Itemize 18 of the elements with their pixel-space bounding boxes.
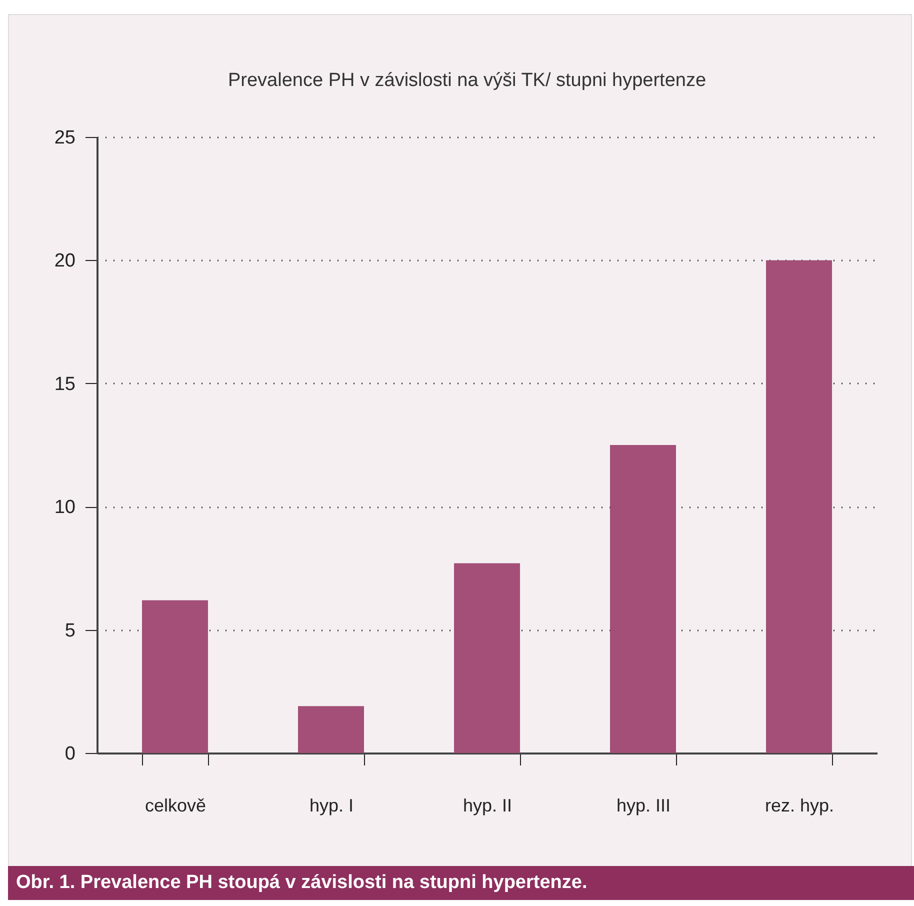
y-tick-label: 15 bbox=[54, 374, 76, 395]
y-tick-label: 10 bbox=[54, 497, 76, 518]
y-tick-label: 0 bbox=[64, 744, 76, 764]
y-tick-label: 25 bbox=[54, 128, 76, 148]
y-tick-label: 5 bbox=[64, 620, 76, 642]
y-tick-label: 20 bbox=[54, 250, 76, 272]
text: Obr. 1. Prevalence PH stoupá v závislosti na stupni hypertenze. bbox=[8, 866, 914, 900]
x-tick-label: celkově bbox=[144, 796, 206, 816]
x-tick-label: hyp. III bbox=[616, 796, 671, 816]
x-tick-label: hyp. I bbox=[309, 796, 354, 816]
x-tick-label: hyp. II bbox=[462, 796, 512, 816]
bar bbox=[454, 563, 520, 753]
bar bbox=[298, 706, 364, 753]
x-tick-label: rez. hyp. bbox=[764, 796, 834, 816]
bar bbox=[610, 445, 676, 753]
bar bbox=[142, 600, 208, 753]
chart-title: Prevalence PH v závislosti na výši TK/ stupni hypertenze bbox=[228, 70, 706, 91]
bar bbox=[766, 260, 832, 753]
